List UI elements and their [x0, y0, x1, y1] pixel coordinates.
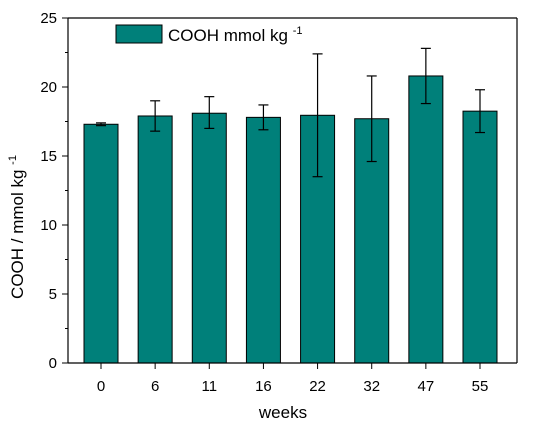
x-tick-label: 47 [418, 378, 435, 395]
y-tick-label: 25 [40, 10, 57, 27]
bar [83, 123, 119, 364]
y-tick-label: 5 [49, 286, 57, 303]
y-axis-label: COOH / mmol kg -1 [7, 155, 27, 299]
ticks-layer: 0 5 10 15 20 25 0 6 11 16 22 32 47 55 [40, 10, 488, 395]
x-tick-label: 22 [309, 378, 326, 395]
error-bars-layer [96, 47, 485, 178]
axes-layer [67, 17, 518, 364]
y-tick-label: 0 [49, 355, 57, 372]
legend-label: COOH mmol kg -1 [168, 25, 302, 45]
x-tick-label: 0 [97, 378, 105, 395]
x-tick-label: 6 [151, 378, 159, 395]
x-tick-label: 55 [472, 378, 489, 395]
x-tick-label: 11 [201, 378, 217, 395]
x-tick-label: 32 [363, 378, 380, 395]
y-tick-label: 10 [40, 217, 57, 234]
y-tick-label: 20 [40, 79, 57, 96]
legend-swatch [115, 24, 163, 44]
bar [245, 116, 281, 364]
bar [137, 115, 173, 364]
legend: COOH mmol kg -1 [115, 24, 302, 45]
bar [462, 110, 498, 364]
bar [191, 112, 227, 364]
x-axis-label: weeks [258, 403, 307, 422]
bars-layer [83, 75, 498, 364]
bar [408, 75, 444, 364]
y-tick-label: 15 [40, 148, 57, 165]
x-tick-label: 16 [255, 378, 272, 395]
